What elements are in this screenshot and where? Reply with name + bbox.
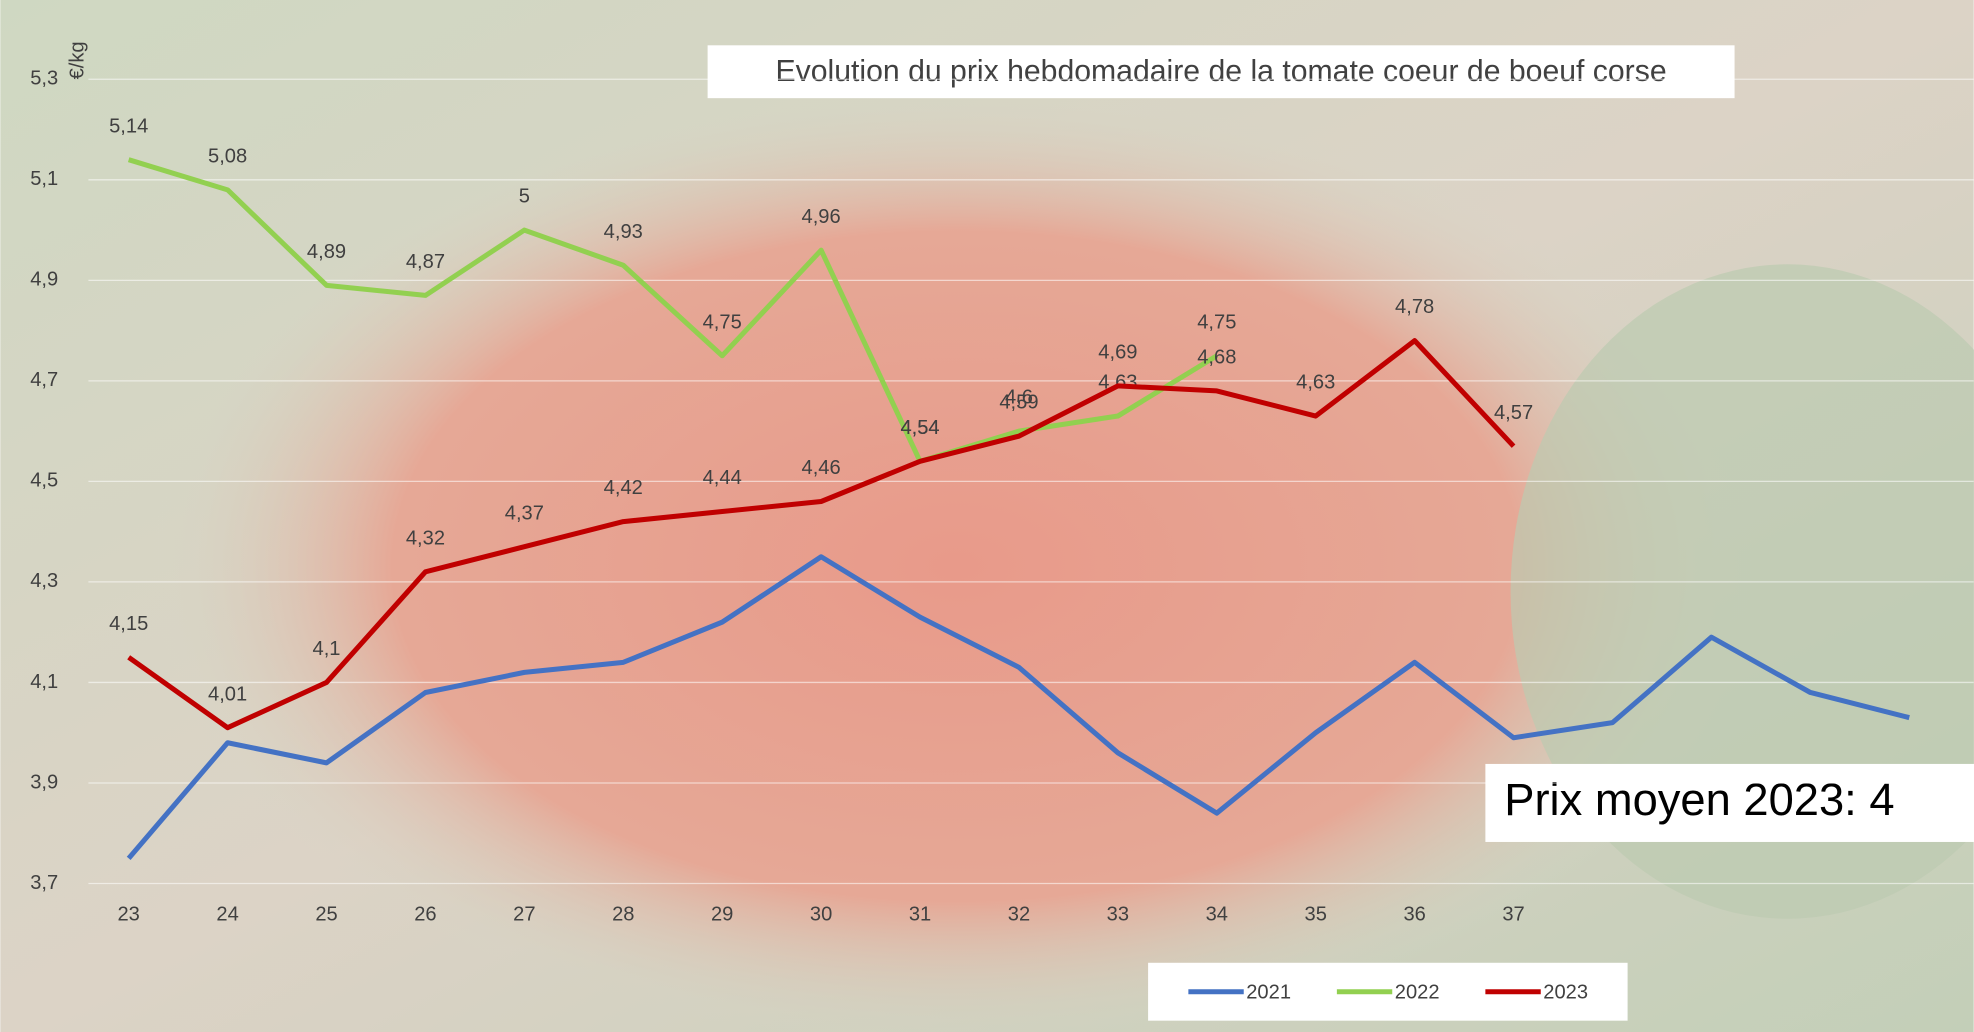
data-label: 5,14 [109, 115, 148, 137]
y-axis-label: €/kg [67, 41, 89, 79]
y-tick-label: 5,3 [30, 68, 58, 90]
legend-label: 2021 [1246, 981, 1291, 1003]
x-tick-label: 23 [117, 903, 139, 925]
data-label: 4,96 [802, 206, 841, 228]
data-label: 4,69 [1098, 341, 1137, 363]
data-label: 5,08 [208, 145, 247, 167]
y-tick-label: 3,9 [30, 771, 58, 793]
x-tick-label: 27 [513, 903, 535, 925]
y-tick-label: 4,1 [30, 671, 58, 693]
x-tick-label: 28 [612, 903, 634, 925]
y-tick-label: 5,1 [30, 168, 58, 190]
legend-label: 2022 [1395, 981, 1440, 1003]
data-label: 4,32 [406, 527, 445, 549]
x-tick-label: 30 [810, 903, 832, 925]
chart-title: Evolution du prix hebdomadaire de la tom… [776, 55, 1667, 88]
y-tick-label: 4,7 [30, 369, 58, 391]
y-tick-label: 3,7 [30, 872, 58, 894]
x-tick-label: 36 [1403, 903, 1425, 925]
x-tick-label: 32 [1008, 903, 1030, 925]
data-label: 4,93 [604, 221, 643, 243]
page: {"chart_data":{"type":"line", "title":"E… [0, 0, 1974, 1032]
x-tick-label: 35 [1305, 903, 1327, 925]
y-tick-label: 4,5 [30, 470, 58, 492]
data-label: 4,68 [1197, 347, 1236, 369]
data-label: 4,57 [1494, 402, 1533, 424]
data-label: 4,01 [208, 683, 247, 705]
data-label: 4,1 [313, 638, 341, 660]
chart: Evolution du prix hebdomadaire de la tom… [0, 0, 1974, 1032]
data-label: 4,75 [1197, 311, 1236, 333]
data-label: 4,78 [1395, 296, 1434, 318]
x-tick-label: 37 [1502, 903, 1524, 925]
data-label: 4,63 [1296, 372, 1335, 394]
data-label: 4,37 [505, 502, 544, 524]
data-label: 4,54 [900, 417, 939, 439]
x-tick-label: 34 [1206, 903, 1228, 925]
x-tick-label: 25 [315, 903, 337, 925]
y-tick-label: 4,9 [30, 269, 58, 291]
data-label: 4,89 [307, 241, 346, 263]
x-tick-label: 33 [1107, 903, 1129, 925]
x-tick-label: 29 [711, 903, 733, 925]
y-tick-label: 4,3 [30, 570, 58, 592]
legend-label: 2023 [1543, 981, 1588, 1003]
data-label: 4,44 [703, 467, 742, 489]
data-label: 4,87 [406, 251, 445, 273]
x-tick-label: 31 [909, 903, 931, 925]
x-tick-label: 24 [216, 903, 238, 925]
x-tick-label: 26 [414, 903, 436, 925]
data-label: 4,15 [109, 613, 148, 635]
annotation: Prix moyen 2023: 4 [1504, 774, 1894, 825]
data-label: 4,46 [802, 457, 841, 479]
data-label: 5 [519, 186, 530, 208]
data-label: 4,42 [604, 477, 643, 499]
data-label: 4,75 [703, 311, 742, 333]
data-label: 4,59 [999, 392, 1038, 414]
